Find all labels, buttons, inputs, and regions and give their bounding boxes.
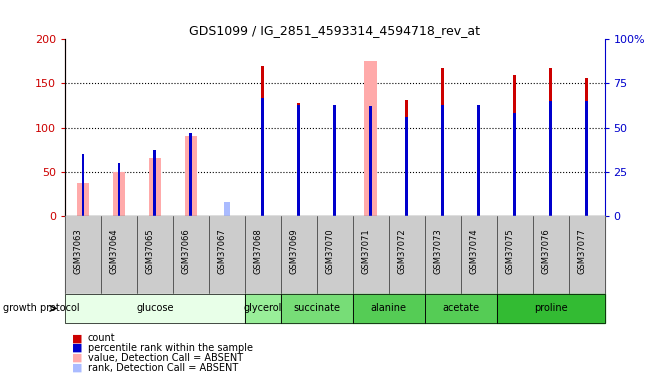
- Text: ■: ■: [72, 333, 82, 343]
- Text: alanine: alanine: [370, 303, 407, 313]
- Text: GSM37069: GSM37069: [290, 228, 299, 274]
- Bar: [441, 105, 444, 216]
- Text: proline: proline: [534, 303, 567, 313]
- Text: GSM37076: GSM37076: [541, 228, 551, 274]
- Bar: [261, 98, 265, 216]
- Bar: [261, 66, 265, 216]
- Title: GDS1099 / IG_2851_4593314_4594718_rev_at: GDS1099 / IG_2851_4593314_4594718_rev_at: [189, 24, 480, 37]
- Text: GSM37073: GSM37073: [434, 228, 443, 274]
- Text: percentile rank within the sample: percentile rank within the sample: [88, 343, 253, 353]
- Bar: [112, 172, 125, 216]
- Bar: [513, 113, 516, 216]
- Bar: [405, 117, 408, 216]
- Text: GSM37072: GSM37072: [398, 228, 407, 274]
- Bar: [441, 69, 444, 216]
- Text: ■: ■: [72, 363, 82, 372]
- Bar: [118, 163, 120, 216]
- Text: value, Detection Call = ABSENT: value, Detection Call = ABSENT: [88, 353, 243, 363]
- Text: GSM37065: GSM37065: [146, 228, 155, 274]
- Bar: [149, 158, 161, 216]
- Text: rank, Detection Call = ABSENT: rank, Detection Call = ABSENT: [88, 363, 238, 372]
- Bar: [513, 75, 516, 216]
- Text: GSM37067: GSM37067: [218, 228, 227, 274]
- Text: GSM37064: GSM37064: [110, 228, 119, 274]
- Text: glucose: glucose: [136, 303, 174, 313]
- Text: ■: ■: [72, 343, 82, 353]
- Bar: [297, 103, 300, 216]
- Text: ■: ■: [72, 353, 82, 363]
- Bar: [585, 78, 588, 216]
- Text: acetate: acetate: [442, 303, 479, 313]
- Text: succinate: succinate: [293, 303, 340, 313]
- Bar: [333, 105, 336, 216]
- Bar: [185, 136, 197, 216]
- Bar: [585, 101, 588, 216]
- Bar: [81, 154, 84, 216]
- Text: GSM37071: GSM37071: [361, 228, 370, 274]
- Text: GSM37075: GSM37075: [506, 228, 515, 274]
- Bar: [369, 106, 372, 216]
- Bar: [77, 183, 89, 216]
- Bar: [189, 133, 192, 216]
- Bar: [333, 105, 336, 216]
- Text: GSM37068: GSM37068: [254, 228, 263, 274]
- Bar: [549, 69, 552, 216]
- Text: growth protocol: growth protocol: [3, 303, 80, 313]
- Bar: [477, 105, 480, 216]
- Bar: [549, 101, 552, 216]
- Bar: [224, 201, 230, 216]
- Text: GSM37077: GSM37077: [577, 228, 586, 274]
- Text: glycerol: glycerol: [244, 303, 282, 313]
- Bar: [297, 105, 300, 216]
- Text: GSM37066: GSM37066: [182, 228, 191, 274]
- Text: GSM37063: GSM37063: [74, 228, 83, 274]
- Text: GSM37074: GSM37074: [469, 228, 478, 274]
- Bar: [153, 150, 157, 216]
- Bar: [365, 62, 377, 216]
- Text: GSM37070: GSM37070: [326, 228, 335, 274]
- Bar: [405, 100, 408, 216]
- Text: count: count: [88, 333, 116, 343]
